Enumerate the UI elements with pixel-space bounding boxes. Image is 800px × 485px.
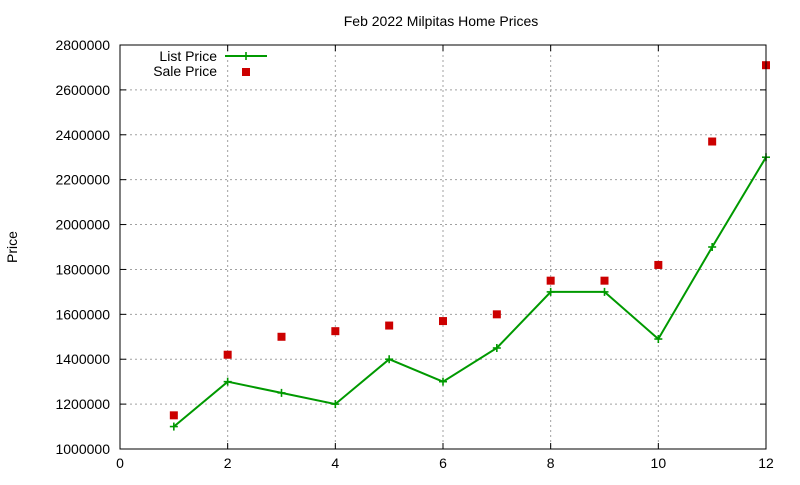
data-point-sale-price <box>169 411 178 420</box>
y-tick-label: 1200000 <box>55 396 110 412</box>
x-tick-label: 12 <box>758 455 774 471</box>
x-tick-label: 6 <box>439 455 447 471</box>
data-point-sale-price <box>277 332 286 341</box>
data-point-list-price <box>654 335 663 344</box>
y-tick-label: 1000000 <box>55 441 110 457</box>
y-tick-label: 2400000 <box>55 127 110 143</box>
data-point-sale-price <box>600 276 609 285</box>
x-tick-label: 4 <box>331 455 339 471</box>
data-point-sale-price <box>385 321 394 330</box>
data-point-list-price <box>385 355 394 364</box>
data-point-list-price <box>169 422 178 431</box>
y-tick-label: 2800000 <box>55 37 110 53</box>
plot-frame <box>119 44 767 450</box>
data-point-list-price <box>708 243 717 251</box>
data-point-sale-price <box>439 317 447 326</box>
data-point-list-price <box>546 287 555 296</box>
x-tick-label: 2 <box>224 455 232 471</box>
data-point-list-price <box>223 377 232 386</box>
legend-marker-list-price <box>242 52 250 60</box>
y-tick-label: 2600000 <box>55 82 110 98</box>
data-point-list-price <box>277 388 286 397</box>
data-point-list-price <box>331 400 340 409</box>
y-tick-label: 2000000 <box>55 217 110 233</box>
data-point-list-price <box>492 344 501 352</box>
x-tick-label: 8 <box>547 455 555 471</box>
legend: List Price Sale Price <box>153 48 267 79</box>
series-line-list-price <box>173 156 767 428</box>
data-point-sale-price <box>546 276 555 285</box>
series-list-price <box>169 153 770 431</box>
series-layer <box>169 61 770 431</box>
y-axis-label: Price <box>4 231 20 263</box>
axis-ticks: 1000000 1200000 1400000 1600000 1800000 20000… <box>55 37 774 471</box>
data-point-sale-price <box>708 137 717 146</box>
data-point-sale-price <box>223 350 232 359</box>
chart-title: Feb 2022 Milpitas Home Prices <box>344 13 539 29</box>
x-tick-label: 10 <box>651 455 667 471</box>
legend-label-sale-price: Sale Price <box>153 63 217 79</box>
y-tick-label: 1600000 <box>55 306 110 322</box>
legend-swatch-list-price <box>225 52 267 60</box>
data-point-sale-price <box>331 327 340 336</box>
grid <box>120 45 766 449</box>
legend-marker-sale-price <box>242 68 250 76</box>
y-tick-label: 1800000 <box>55 261 110 277</box>
data-point-sale-price <box>492 310 501 319</box>
data-point-sale-price <box>654 260 663 269</box>
x-tick-label: 0 <box>116 455 124 471</box>
legend-label-list-price: List Price <box>159 48 217 64</box>
y-tick-label: 1400000 <box>55 351 110 367</box>
y-tick-label: 2200000 <box>55 172 110 188</box>
data-point-list-price <box>600 287 609 296</box>
legend-swatch-sale-price <box>242 68 250 76</box>
data-point-list-price <box>439 377 447 386</box>
